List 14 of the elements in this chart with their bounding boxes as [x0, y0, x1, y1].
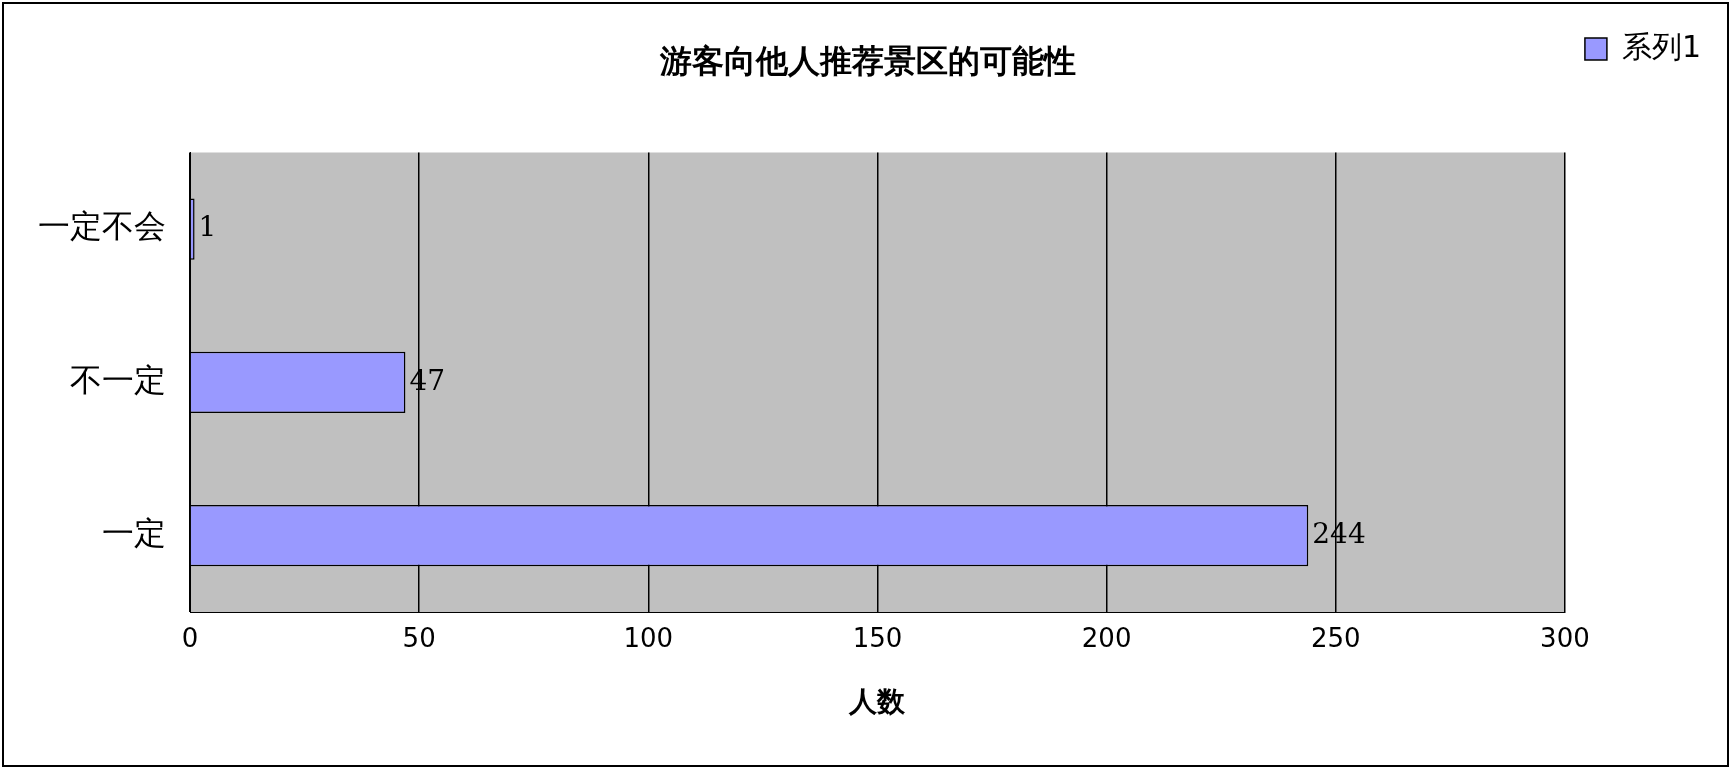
data-label: 1 [198, 210, 217, 244]
x-axis-title: 人数 [848, 685, 907, 719]
legend-label: 系列1 [1621, 28, 1702, 64]
x-tick-label: 300 [1540, 622, 1590, 653]
x-tick-label: 250 [1310, 622, 1361, 653]
x-tick-label: 200 [1081, 622, 1132, 653]
x-tick-label: 100 [623, 622, 674, 653]
x-tick-label: 150 [852, 622, 903, 653]
y-tick-label: 一定 [102, 513, 166, 552]
chart-title: 游客向他人推荐景区的可能性 [658, 41, 1076, 80]
x-tick-label: 50 [402, 622, 436, 653]
x-tick-label: 0 [181, 622, 199, 653]
y-tick-label: 不一定 [70, 360, 166, 399]
y-tick-label: 一定不会 [38, 207, 166, 246]
